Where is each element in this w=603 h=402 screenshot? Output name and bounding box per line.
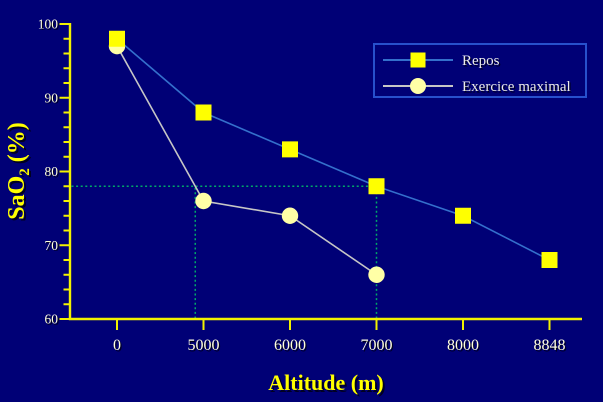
y-tick-label-80: 80 [45,164,59,179]
marker-square-0-3 [368,178,385,195]
y-tick-label-70: 70 [45,238,59,253]
y-tick-label-100-shadow: 100 [39,18,60,33]
series-line-1 [116,45,377,276]
x-axis-title-shadow: Altitude (m) [270,372,385,397]
x-tick-label-6000-shadow: 6000 [275,338,307,355]
series-line-0 [116,38,550,261]
x-tick-label-5000-shadow: 5000 [189,338,221,355]
x-tick-label-8848: 8848 [534,337,566,354]
y-tick-label-90-shadow: 90 [46,92,60,107]
marker-square-0-4 [455,207,471,224]
legend-label-1-shadow: Exercice maximal [463,80,572,96]
y-tick-label-80-shadow: 80 [46,165,60,180]
y-tick-label-90: 90 [45,90,59,105]
marker-square-0-5 [541,252,558,268]
y-axis-title: SaO2 (%) [4,122,33,220]
marker-square-0-1 [195,104,212,121]
y-tick-label-70-shadow: 70 [46,239,60,254]
x-tick-label-8848-shadow: 8848 [535,338,567,355]
legend-label-0: Repos [462,53,500,69]
x-tick-label-7000-shadow: 7000 [362,338,394,355]
x-tick-label-0-shadow: 0 [114,338,122,355]
x-tick-label-8000: 8000 [447,337,479,354]
legend-box [373,43,587,98]
x-tick-label-7000: 7000 [361,337,393,354]
x-tick-label-5000: 5000 [188,337,220,354]
legend-label-0-shadow: Repos [463,54,501,70]
x-tick-label-6000: 6000 [274,337,306,354]
x-axis-title: Altitude (m) [268,370,383,395]
marker-square-0-0 [109,30,125,47]
legend-label-1: Exercice maximal [462,79,571,95]
legend-marker-circle [410,78,426,94]
marker-square-0-2 [282,141,298,158]
y-tick-label-60: 60 [45,312,59,327]
x-tick-label-8000-shadow: 8000 [448,338,480,355]
marker-circle-1-2 [281,207,299,224]
marker-circle-1-3 [368,266,385,283]
marker-circle-1-1 [195,192,212,210]
legend-marker-square [410,52,426,68]
y-tick-label-60-shadow: 60 [46,313,60,328]
y-tick-label-100: 100 [38,17,59,32]
x-tick-label-0: 0 [113,337,121,354]
